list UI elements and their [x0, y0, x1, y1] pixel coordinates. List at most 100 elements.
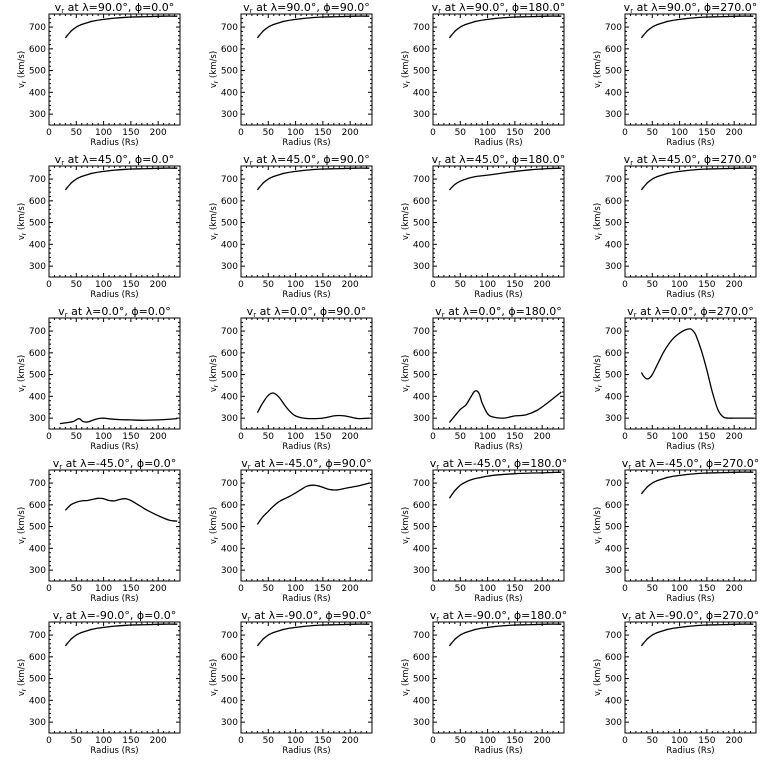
x-axis-label: Radius (Rs) — [282, 442, 330, 452]
chart-title: vr at λ=45.0°, ϕ=90.0° — [243, 153, 370, 167]
chart-panel: vr at λ=0.0°, ϕ=180.0° 0 50 100 150 200 300 400… — [401, 305, 565, 452]
x-tick-label: 100 — [287, 432, 304, 442]
y-tick-label: 600 — [413, 653, 430, 663]
x-tick-label: 100 — [287, 128, 304, 138]
y-tick-label: 600 — [29, 501, 46, 511]
y-tick-label: 300 — [221, 262, 238, 272]
plot-frame — [624, 13, 757, 126]
y-tick-label: 500 — [605, 67, 622, 77]
x-tick-label: 200 — [150, 432, 167, 442]
y-tick-label: 400 — [29, 544, 46, 554]
x-tick-label: 50 — [647, 432, 659, 442]
y-tick-label: 600 — [221, 349, 238, 359]
chart-title: vr at λ=90.0°, ϕ=270.0° — [624, 1, 758, 15]
series-line-vr — [640, 328, 754, 419]
y-tick-label: 500 — [413, 371, 430, 381]
chart-panel: vr at λ=45.0°, ϕ=270.0° 0 50 100 150 200 300 40… — [593, 153, 757, 300]
x-tick-label: 150 — [506, 128, 523, 138]
chart-panel: vr at λ=0.0°, ϕ=90.0° 0 50 100 150 200 300 400 5… — [209, 305, 373, 452]
y-tick-label: 400 — [413, 392, 430, 402]
x-axis-label: Radius (Rs) — [282, 594, 330, 604]
y-tick-label: 600 — [221, 197, 238, 207]
chart-panel: vr at λ=-90.0°, ϕ=90.0° 0 50 100 150 200 300 40… — [209, 609, 373, 756]
y-axis-label: vr (km/s) — [209, 51, 220, 88]
x-tick-label: 50 — [71, 128, 83, 138]
x-tick-label: 0 — [430, 736, 436, 746]
y-tick-label: 300 — [29, 718, 46, 728]
series-line-vr — [64, 167, 178, 191]
plot-frame — [624, 317, 757, 430]
y-tick-label: 500 — [29, 219, 46, 229]
x-tick-label: 100 — [95, 584, 112, 594]
x-tick-label: 100 — [671, 432, 688, 442]
chart-title: vr at λ=90.0°, ϕ=0.0° — [55, 1, 175, 15]
y-tick-label: 600 — [413, 197, 430, 207]
x-axis-label: Radius (Rs) — [474, 442, 522, 452]
chart-panel: vr at λ=-45.0°, ϕ=270.0° 0 50 100 150 200 300 4… — [593, 457, 759, 604]
x-tick-label: 200 — [150, 584, 167, 594]
x-tick-label: 0 — [430, 128, 436, 138]
series-line-vr — [640, 471, 754, 495]
y-tick-label: 700 — [29, 175, 46, 185]
x-axis-label: Radius (Rs) — [666, 290, 714, 300]
series-line-vr — [64, 623, 178, 647]
x-tick-label: 0 — [238, 128, 244, 138]
x-tick-label: 100 — [95, 736, 112, 746]
y-tick-label: 600 — [221, 45, 238, 55]
y-tick-label: 700 — [413, 479, 430, 489]
x-axis-label: Radius (Rs) — [90, 594, 138, 604]
y-tick-label: 400 — [605, 696, 622, 706]
y-axis-label: vr (km/s) — [17, 203, 28, 240]
y-tick-label: 500 — [29, 523, 46, 533]
x-tick-label: 100 — [479, 280, 496, 290]
x-tick-label: 150 — [314, 280, 331, 290]
y-tick-label: 300 — [605, 262, 622, 272]
y-tick-label: 400 — [221, 88, 238, 98]
y-axis-label: vr (km/s) — [209, 659, 220, 696]
y-tick-label: 400 — [605, 392, 622, 402]
y-tick-label: 600 — [29, 349, 46, 359]
y-tick-label: 400 — [29, 696, 46, 706]
chart-panel: vr at λ=90.0°, ϕ=0.0° 0 50 100 150 200 300 400 5… — [17, 1, 181, 148]
x-tick-label: 50 — [647, 584, 659, 594]
chart-title: vr at λ=-90.0°, ϕ=270.0° — [622, 609, 760, 623]
y-tick-label: 300 — [29, 566, 46, 576]
y-axis-label: vr (km/s) — [17, 51, 28, 88]
y-tick-label: 300 — [221, 718, 238, 728]
y-tick-label: 400 — [413, 240, 430, 250]
y-tick-label: 300 — [413, 566, 430, 576]
x-axis-label: Radius (Rs) — [282, 290, 330, 300]
x-tick-label: 150 — [122, 736, 139, 746]
x-axis-label: Radius (Rs) — [666, 746, 714, 756]
x-axis-label: Radius (Rs) — [666, 594, 714, 604]
y-tick-label: 500 — [221, 675, 238, 685]
y-tick-label: 500 — [29, 675, 46, 685]
x-tick-label: 200 — [150, 280, 167, 290]
y-axis-label: vr (km/s) — [209, 203, 220, 240]
y-axis-label: vr (km/s) — [209, 507, 220, 544]
y-tick-label: 700 — [605, 631, 622, 641]
y-tick-label: 400 — [29, 240, 46, 250]
x-tick-label: 100 — [671, 128, 688, 138]
y-tick-label: 700 — [605, 327, 622, 337]
x-tick-label: 150 — [698, 128, 715, 138]
y-tick-label: 400 — [605, 88, 622, 98]
plot-frame — [48, 165, 181, 278]
y-tick-label: 300 — [605, 566, 622, 576]
x-tick-label: 200 — [726, 584, 743, 594]
y-tick-label: 300 — [29, 262, 46, 272]
x-axis-label: Radius (Rs) — [282, 138, 330, 148]
y-tick-label: 400 — [605, 240, 622, 250]
x-tick-label: 0 — [622, 280, 628, 290]
y-tick-label: 400 — [221, 240, 238, 250]
y-axis-label: vr (km/s) — [593, 51, 604, 88]
y-tick-label: 600 — [605, 349, 622, 359]
y-tick-label: 500 — [413, 675, 430, 685]
chart-title: vr at λ=45.0°, ϕ=0.0° — [55, 153, 175, 167]
y-tick-label: 600 — [605, 501, 622, 511]
y-tick-label: 700 — [29, 631, 46, 641]
x-tick-label: 200 — [534, 736, 551, 746]
plot-frame — [240, 317, 373, 430]
y-tick-label: 600 — [413, 501, 430, 511]
y-tick-label: 700 — [221, 175, 238, 185]
